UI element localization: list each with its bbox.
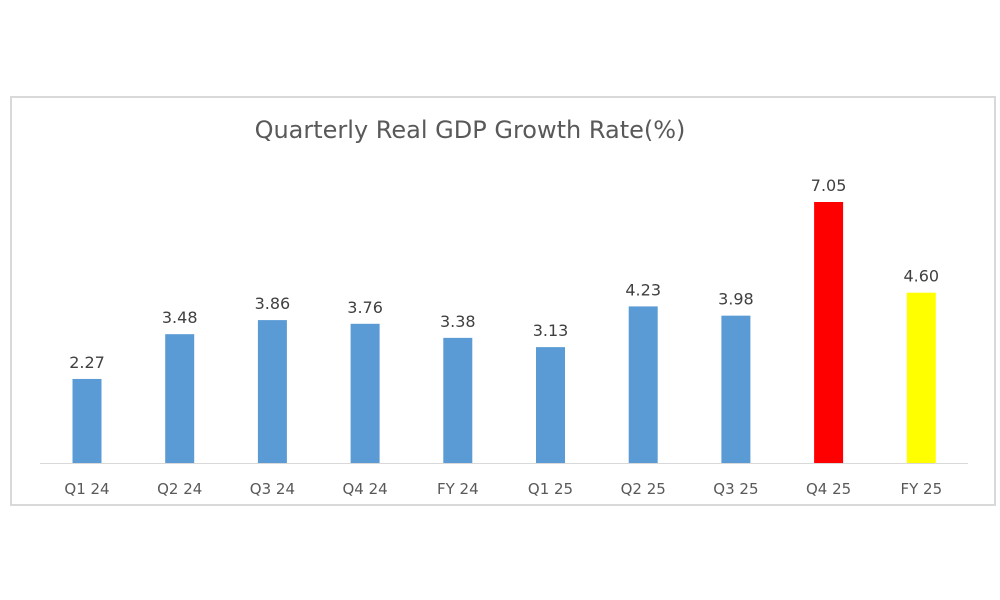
bar-fy-24 <box>443 337 473 463</box>
data-label: 4.23 <box>625 280 661 299</box>
data-label: 3.98 <box>718 290 754 309</box>
x-tick-label: FY 25 <box>900 480 942 498</box>
x-tick-label: Q1 25 <box>528 480 573 498</box>
x-tick-label: Q3 24 <box>250 480 295 498</box>
chart-title: Quarterly Real GDP Growth Rate(%) <box>255 116 686 144</box>
data-label: 4.60 <box>903 267 939 286</box>
bar-q2-25 <box>628 306 658 463</box>
data-label: 7.05 <box>811 176 847 195</box>
bar-q1-24 <box>72 378 102 463</box>
chart-frame <box>10 96 996 506</box>
bar-q2-24 <box>165 334 195 463</box>
bar-q3-25 <box>721 315 751 463</box>
data-label: 3.48 <box>162 308 198 327</box>
x-tick-label: Q1 24 <box>64 480 109 498</box>
bar-q1-25 <box>536 347 565 463</box>
data-label: 2.27 <box>69 353 105 372</box>
bar-fy-25 <box>906 292 936 463</box>
x-tick-label: Q4 24 <box>342 480 387 498</box>
bar-q3-24 <box>257 320 287 463</box>
x-tick-label: Q4 25 <box>806 480 851 498</box>
data-label: 3.76 <box>347 298 383 317</box>
bar-q4-25 <box>814 202 844 463</box>
x-tick-label: Q2 25 <box>621 480 666 498</box>
x-tick-label: Q2 24 <box>157 480 202 498</box>
data-label: 3.13 <box>533 321 569 340</box>
x-tick-label: FY 24 <box>437 480 479 498</box>
bar-q4-24 <box>350 323 380 463</box>
data-label: 3.38 <box>440 312 476 331</box>
x-tick-label: Q3 25 <box>713 480 758 498</box>
data-label: 3.86 <box>255 294 291 313</box>
